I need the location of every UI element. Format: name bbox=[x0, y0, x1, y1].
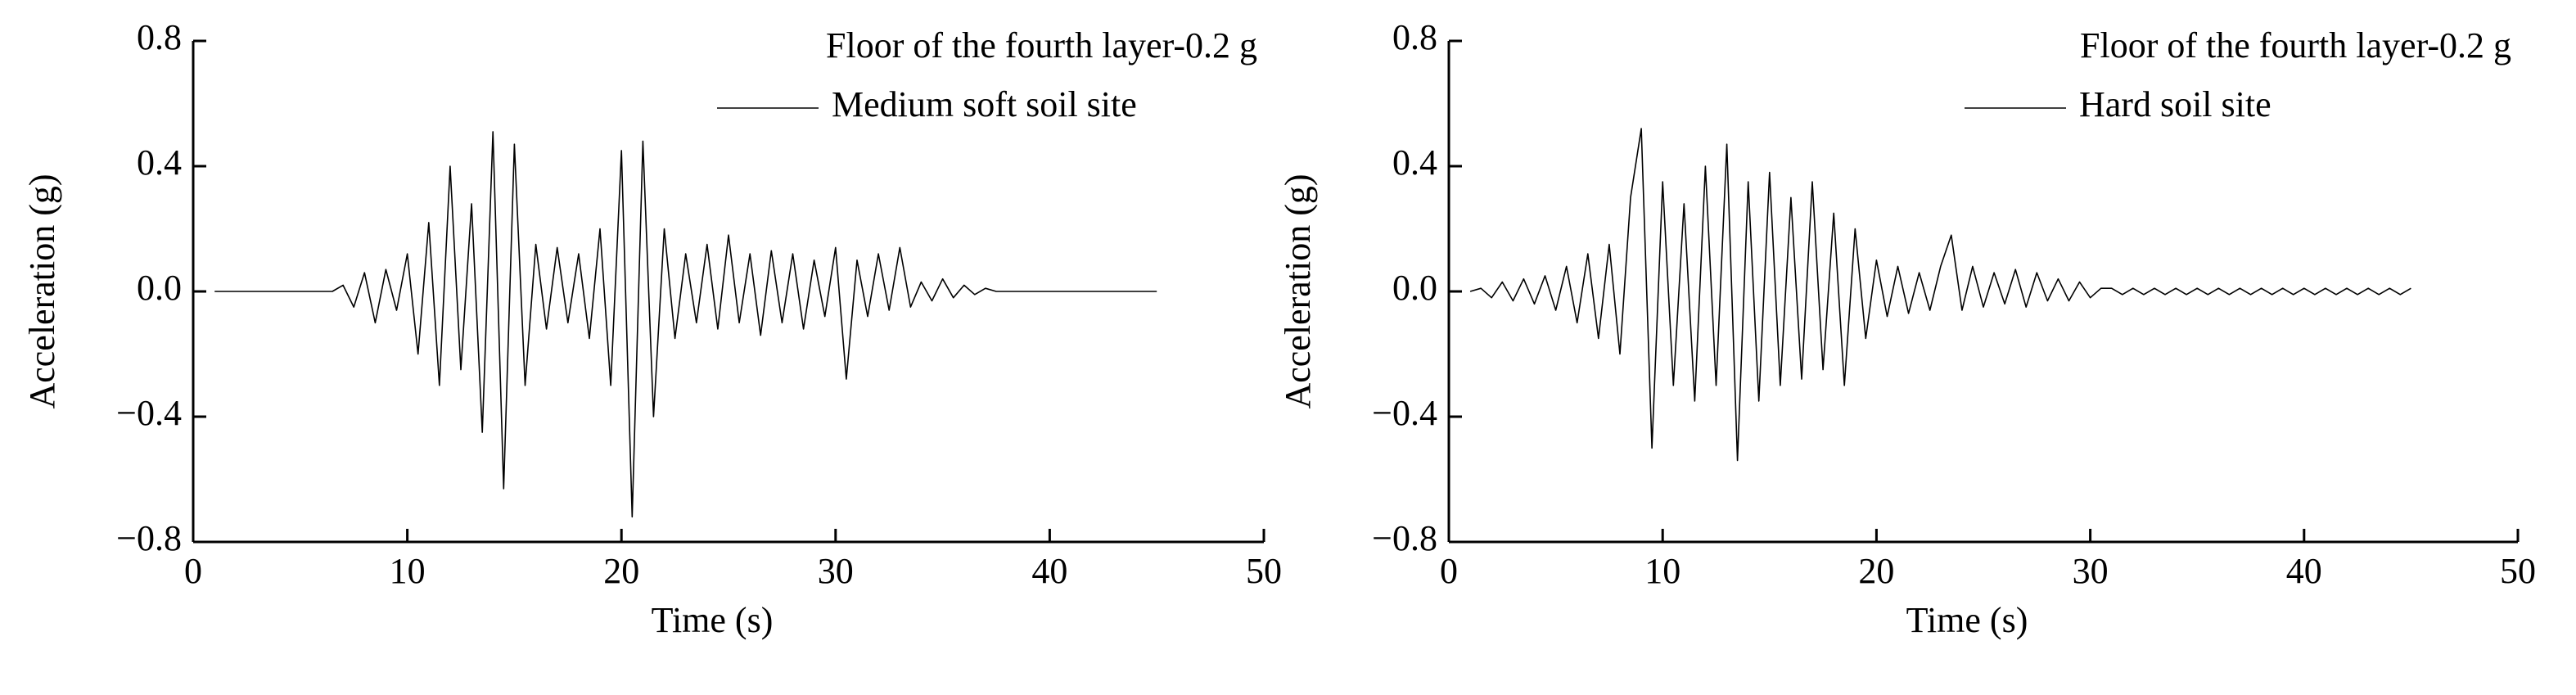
legend-label: Hard soil site bbox=[2079, 84, 2271, 124]
y-axis-label: Acceleration (g) bbox=[1278, 174, 1318, 408]
x-tick-label: 40 bbox=[1031, 551, 1067, 591]
chart-title: Floor of the fourth layer-0.2 g bbox=[2080, 25, 2511, 65]
y-tick-label: 0.8 bbox=[137, 17, 182, 57]
y-tick-label: −0.4 bbox=[116, 393, 182, 433]
y-tick-label: 0.0 bbox=[1392, 268, 1437, 308]
x-axis-label: Time (s) bbox=[1906, 600, 2028, 640]
x-tick-label: 0 bbox=[184, 551, 202, 591]
data-line bbox=[214, 131, 1157, 518]
y-tick-label: 0.4 bbox=[1392, 142, 1437, 183]
x-tick-label: 10 bbox=[1644, 551, 1680, 591]
chart-title: Floor of the fourth layer-0.2 g bbox=[826, 25, 1257, 65]
data-line bbox=[1469, 128, 2411, 462]
x-tick-label: 20 bbox=[603, 551, 639, 591]
y-tick-label: −0.4 bbox=[1372, 393, 1437, 433]
y-tick-label: 0.8 bbox=[1392, 17, 1437, 57]
x-tick-label: 0 bbox=[1440, 551, 1458, 591]
x-tick-label: 10 bbox=[390, 551, 426, 591]
y-tick-label: 0.4 bbox=[137, 142, 182, 183]
x-tick-label: 50 bbox=[1246, 551, 1282, 591]
x-tick-label: 50 bbox=[2500, 551, 2536, 591]
y-tick-label: −0.8 bbox=[116, 518, 182, 558]
x-tick-label: 20 bbox=[1858, 551, 1894, 591]
x-tick-label: 40 bbox=[2286, 551, 2322, 591]
x-tick-label: 30 bbox=[2073, 551, 2109, 591]
x-tick-label: 30 bbox=[818, 551, 854, 591]
legend-label: Medium soft soil site bbox=[832, 84, 1137, 124]
y-axis-label: Acceleration (g) bbox=[22, 174, 62, 408]
x-axis-label: Time (s) bbox=[652, 600, 774, 640]
y-tick-label: 0.0 bbox=[137, 268, 182, 308]
y-tick-label: −0.8 bbox=[1372, 518, 1437, 558]
